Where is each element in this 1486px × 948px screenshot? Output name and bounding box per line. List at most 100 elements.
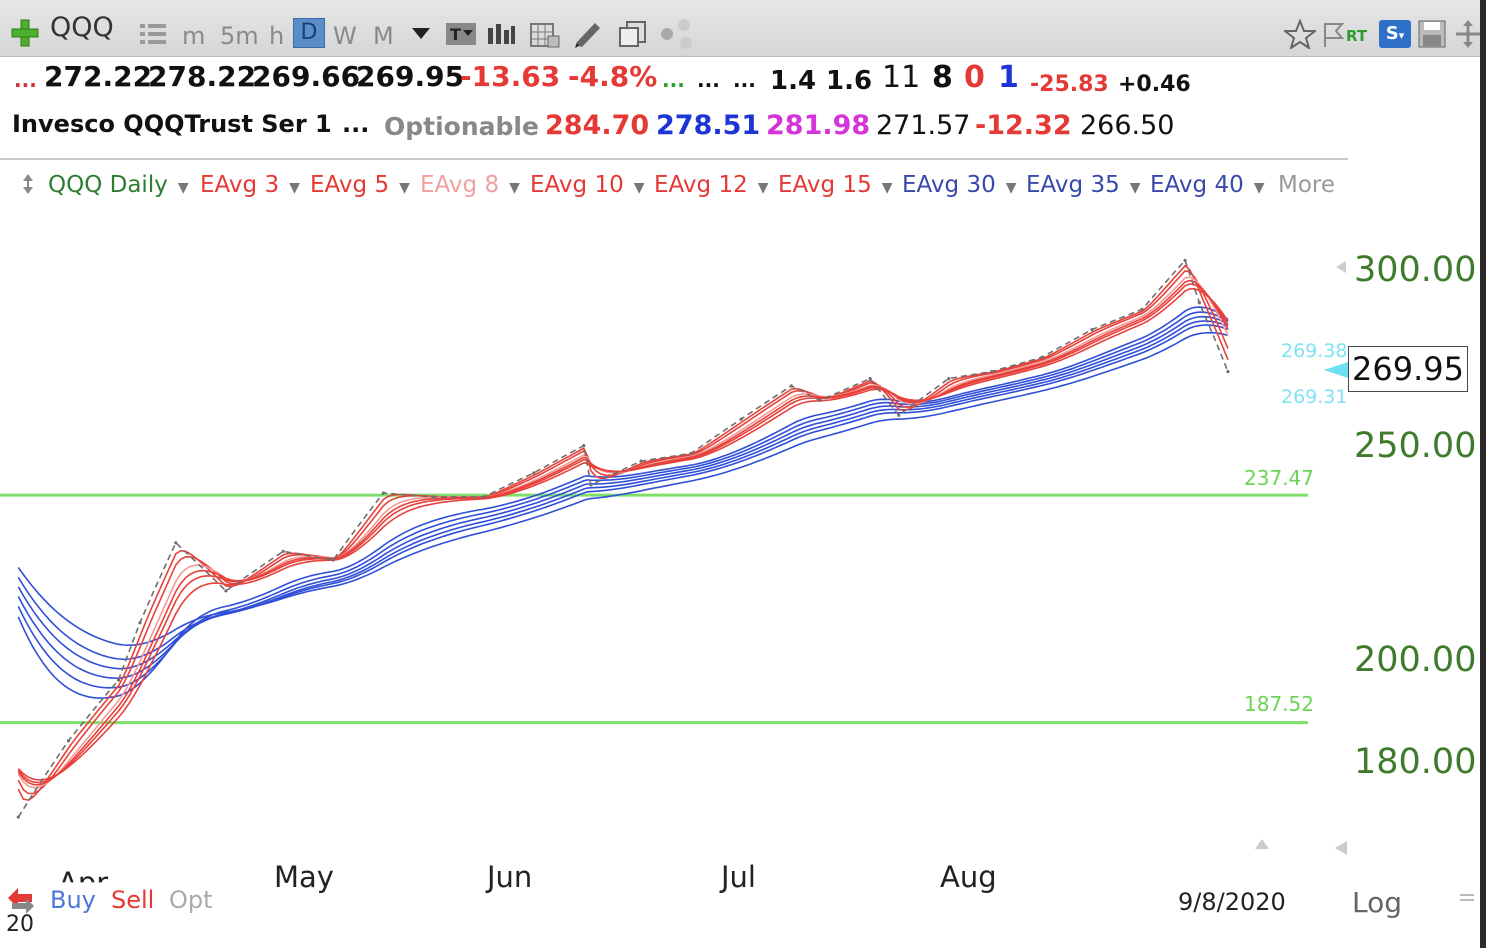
indicator-eavg-3[interactable]: EAvg 3 ▼ <box>200 172 300 198</box>
price-point-8-27 <box>1140 307 1144 311</box>
price-point-6-18 <box>639 459 643 463</box>
flag-icon[interactable] <box>1322 21 1344 47</box>
y-tick-250: 250.00 <box>1354 426 1477 466</box>
move-icon[interactable] <box>1455 20 1481 48</box>
security-name: Invesco QQQTrust Ser 1 <box>12 110 332 138</box>
price-point-5-27 <box>481 495 486 499</box>
star-icon[interactable] <box>1284 19 1316 49</box>
chart-type-icon[interactable]: T <box>446 21 476 47</box>
price-point-7-2 <box>739 417 743 421</box>
add-symbol-icon[interactable] <box>10 18 40 48</box>
quote-low: 269.66 <box>252 60 361 93</box>
indicator-eavg-5[interactable]: EAvg 5 ▼ <box>310 172 410 198</box>
more-button[interactable]: More <box>1278 172 1336 198</box>
price-point-9-2 <box>1183 258 1187 263</box>
scroll-up-arrow-icon[interactable] <box>1254 838 1270 850</box>
indicator-eavg-8[interactable]: EAvg 8 ▼ <box>420 172 520 198</box>
quote-v2: 1.6 <box>826 66 873 96</box>
period-w[interactable]: W <box>333 22 357 50</box>
y-axis-left-arrow-icon[interactable] <box>1336 260 1348 274</box>
eavg-long-30-line <box>17 306 1229 699</box>
last-price-box: 269.95 <box>1348 346 1468 392</box>
period-dropdown-icon[interactable] <box>412 28 430 40</box>
scroll-left-arrow-icon[interactable] <box>1334 840 1348 856</box>
eavg-long-40-line <box>17 315 1229 680</box>
x-tick-jun: Jun <box>487 860 533 894</box>
eavg-short-12-line <box>17 283 1229 784</box>
eavg-short-5-line <box>17 270 1229 795</box>
eavg-long-50-line <box>17 324 1229 661</box>
period-5m[interactable]: 5m <box>220 22 259 50</box>
period-month[interactable]: M <box>373 22 394 50</box>
price-point-5-6 <box>331 558 335 562</box>
quote-dots-green: ... <box>662 68 685 92</box>
buy-button[interactable]: Buy <box>50 886 96 914</box>
price-point-3-30 <box>66 739 71 743</box>
indicator-label: EAvg 30 <box>902 172 996 198</box>
period-m[interactable]: m <box>182 22 206 50</box>
log-scale-toggle[interactable]: Log <box>1352 886 1403 919</box>
period-h[interactable]: h <box>269 22 285 50</box>
eavg-long-45-line <box>17 320 1229 670</box>
price-point-8-20 <box>1090 327 1094 332</box>
eavg-long-35-line <box>17 311 1229 689</box>
year-label: 20 <box>6 912 34 937</box>
save-icon[interactable] <box>1418 20 1446 48</box>
quote-last: 269.95 <box>356 60 465 93</box>
price-line <box>17 258 1229 818</box>
panel-menu-icon[interactable] <box>1458 892 1476 904</box>
pencil-icon[interactable] <box>575 20 603 48</box>
quote-dots-b: ... <box>733 68 756 92</box>
quote-v6: 1 <box>998 60 1019 95</box>
symbol-input[interactable]: QQQ <box>50 12 114 43</box>
indicator-eavg-12[interactable]: EAvg 12 ▼ <box>654 172 769 198</box>
indicator-eavg-30[interactable]: EAvg 30 ▼ <box>902 172 1017 198</box>
price-point-5-13 <box>381 491 385 495</box>
period-d-active[interactable]: D <box>293 18 325 48</box>
price-point-4-14 <box>174 541 178 545</box>
info-dots: ... <box>342 110 370 138</box>
s-menu-button[interactable]: S▾ <box>1379 20 1411 48</box>
indicator-eavg-15[interactable]: EAvg 15 ▼ <box>778 172 893 198</box>
realtime-label[interactable]: RT <box>1346 27 1368 45</box>
price-point-7-20 <box>868 377 872 381</box>
price-point-6-11 <box>589 483 593 487</box>
eavg-long-60-line <box>17 331 1229 647</box>
quote-dots-a: ... <box>697 68 720 92</box>
grid-settings-icon[interactable] <box>530 20 560 48</box>
x-tick-apr: Apr <box>58 866 109 900</box>
indicator-label: EAvg 15 <box>778 172 872 198</box>
price-point-6-25 <box>689 451 693 455</box>
share-icon[interactable] <box>660 18 694 50</box>
resize-updown-icon[interactable] <box>20 172 36 196</box>
indicator-label: EAvg 3 <box>200 172 280 198</box>
price-point-4-6 <box>116 678 121 682</box>
bar-chart-icon[interactable] <box>486 22 516 46</box>
indicator-label: EAvg 5 <box>310 172 390 198</box>
indicator-eavg-35[interactable]: EAvg 35 ▼ <box>1026 172 1141 198</box>
quote-change: -13.63 <box>460 60 561 93</box>
price-point-3-23 <box>16 815 20 819</box>
eavg-short-10-line <box>17 279 1229 786</box>
quote-v8: +0.46 <box>1118 72 1191 97</box>
opt-button[interactable]: Opt <box>169 886 213 914</box>
info-p2: 278.51 <box>656 110 761 141</box>
x-tick-may: May <box>274 860 334 894</box>
price-point-6-3 <box>532 471 536 475</box>
price-point-7-24 <box>897 413 901 417</box>
indicator-eavg-40[interactable]: EAvg 40 ▼ <box>1150 172 1265 198</box>
price-point-7-9 <box>789 384 793 388</box>
buy-sell-arrows-icon[interactable] <box>6 884 36 914</box>
eavg-short-15-line <box>17 287 1229 781</box>
price-point-4-9 <box>138 621 142 625</box>
copy-icon[interactable] <box>618 20 648 48</box>
indicator-eavg-10[interactable]: EAvg 10 ▼ <box>530 172 645 198</box>
list-icon[interactable] <box>140 22 166 46</box>
eavg-short-8-line <box>17 276 1229 789</box>
quote-dots-red: ... <box>14 68 37 92</box>
svg-text:T: T <box>450 25 461 44</box>
indicator-qqq-daily[interactable]: QQQ Daily ▼ <box>48 172 189 198</box>
sell-button[interactable]: Sell <box>111 886 155 914</box>
hline-label-lower: 187.52 <box>1244 692 1314 716</box>
quote-open: 272.22 <box>44 60 153 93</box>
